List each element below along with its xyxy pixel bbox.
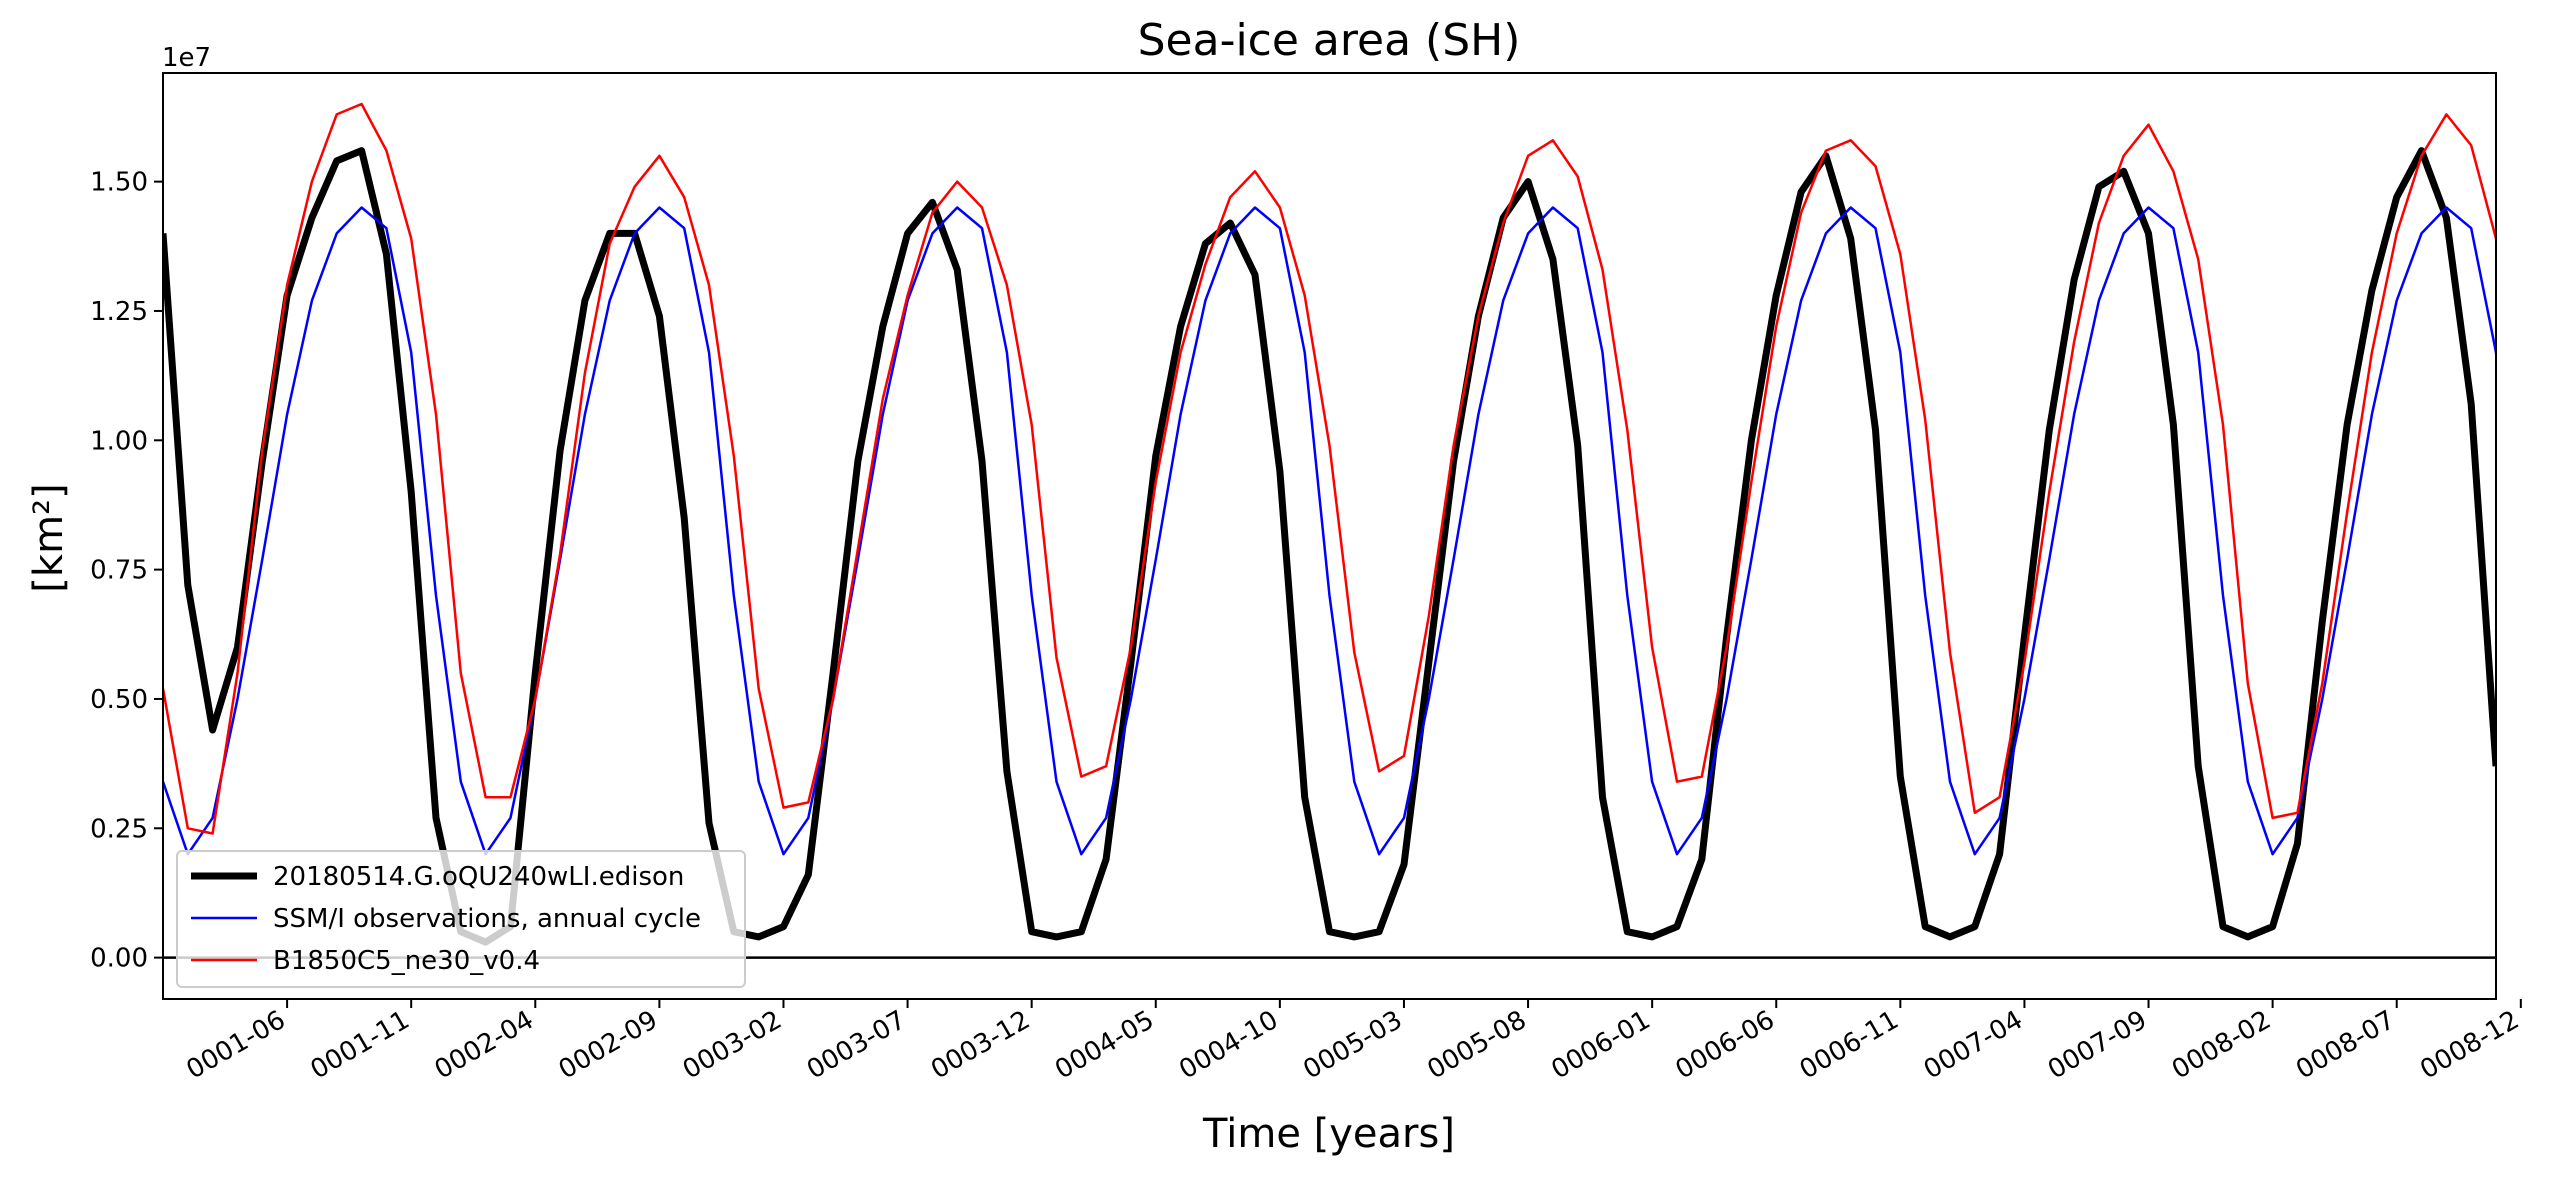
series-lines bbox=[163, 102, 2496, 946]
x-tick-label: 0001-11 bbox=[306, 1005, 415, 1085]
y-tick-label: 0.75 bbox=[90, 556, 148, 586]
x-tick-label: 0004-10 bbox=[1174, 1005, 1283, 1085]
legend-label-2: B1850C5_ne30_v0.4 bbox=[273, 946, 540, 976]
y-offset-text: 1e7 bbox=[162, 43, 211, 73]
y-tick-label: 1.50 bbox=[90, 168, 148, 198]
x-tick-label: 0002-04 bbox=[430, 1005, 539, 1085]
y-tick-label: 1.00 bbox=[90, 426, 148, 456]
series-line-0 bbox=[163, 147, 2496, 946]
x-tick-label: 0008-12 bbox=[2415, 1005, 2524, 1085]
y-tick-label: 1.25 bbox=[90, 297, 148, 327]
legend-label-1: SSM/I observations, annual cycle bbox=[273, 904, 701, 934]
x-tick-label: 0007-04 bbox=[1919, 1005, 2028, 1085]
x-tick-label: 0006-01 bbox=[1547, 1005, 1656, 1085]
y-tick-label: 0.50 bbox=[90, 685, 148, 715]
series-line-2 bbox=[163, 102, 2496, 835]
x-tick-label: 0003-07 bbox=[802, 1005, 911, 1085]
legend: 20180514.G.oQU240wLI.edison SSM/I observa… bbox=[176, 850, 746, 988]
x-tick-label: 0008-02 bbox=[2167, 1005, 2276, 1085]
x-tick-label: 0003-02 bbox=[678, 1005, 787, 1085]
legend-label-0: 20180514.G.oQU240wLI.edison bbox=[273, 862, 684, 892]
x-tick-label: 0002-09 bbox=[554, 1005, 663, 1085]
x-tick-label: 0003-12 bbox=[926, 1005, 1035, 1085]
x-tick-label: 0005-03 bbox=[1298, 1005, 1407, 1085]
chart-title: Sea-ice area (SH) bbox=[1138, 15, 1521, 66]
x-axis-label: Time [years] bbox=[1202, 1111, 1455, 1157]
x-tick-label: 0001-06 bbox=[182, 1005, 291, 1085]
legend-box bbox=[176, 850, 746, 988]
y-tick-label: 0.25 bbox=[90, 814, 148, 844]
x-tick-label: 0005-08 bbox=[1422, 1005, 1531, 1085]
y-axis-label: [km²] bbox=[26, 483, 72, 592]
axes-frame bbox=[162, 72, 2497, 1000]
y-tick-label: 0.00 bbox=[90, 944, 148, 974]
x-tick-label: 0006-11 bbox=[1795, 1005, 1904, 1085]
x-tick-label: 0007-09 bbox=[2043, 1005, 2152, 1085]
series-line-1 bbox=[163, 206, 2496, 856]
x-tick-label: 0006-06 bbox=[1671, 1005, 1780, 1085]
x-tick-label: 0008-07 bbox=[2291, 1005, 2400, 1085]
x-tick-label: 0004-05 bbox=[1050, 1005, 1159, 1085]
